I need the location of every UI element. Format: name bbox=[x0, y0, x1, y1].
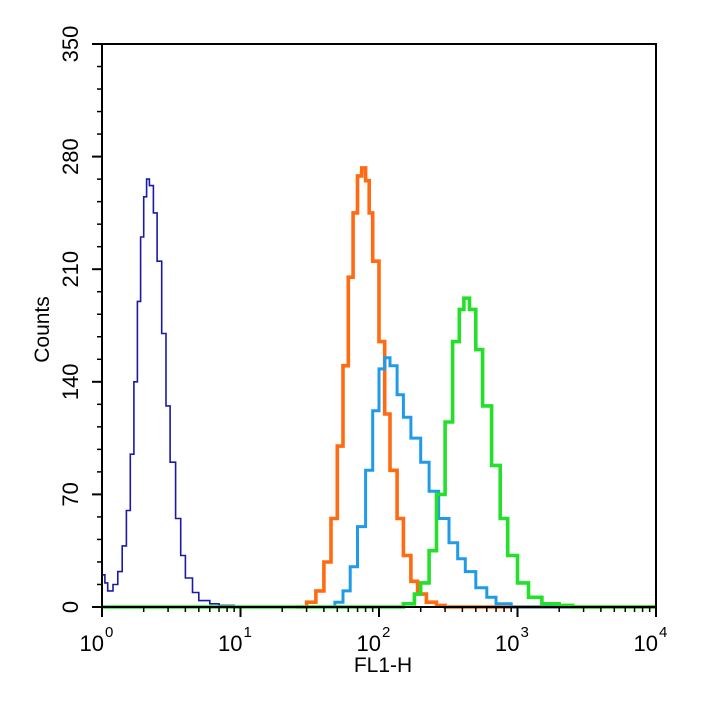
series-line-2 bbox=[295, 166, 656, 609]
y-tick-label: 70 bbox=[58, 482, 83, 506]
x-axis: 10 0 10 1 10 2 10 3 10 4 bbox=[80, 607, 667, 656]
y-tick-label: 0 bbox=[58, 601, 83, 613]
x-axis-title: FL1-H bbox=[354, 654, 412, 677]
y-tick-label: 210 bbox=[58, 251, 83, 288]
series-line-4 bbox=[102, 296, 656, 609]
x-tick-exponent: 3 bbox=[521, 624, 529, 641]
x-tick-label: 10 bbox=[634, 631, 658, 656]
y-tick-label: 350 bbox=[58, 26, 83, 63]
x-tick-exponent: 1 bbox=[244, 624, 252, 641]
series-line-3 bbox=[323, 356, 656, 609]
y-axis-title: Counts bbox=[31, 296, 54, 363]
y-tick-label: 140 bbox=[58, 363, 83, 400]
y-axis: 0 70 140 210 280 350 bbox=[58, 26, 102, 613]
series-line-1 bbox=[102, 178, 656, 608]
x-tick-exponent: 4 bbox=[659, 624, 667, 641]
x-tick-exponent: 2 bbox=[382, 624, 390, 641]
x-tick-label: 10 bbox=[80, 631, 104, 656]
series-layer bbox=[102, 166, 656, 609]
y-tick-label: 280 bbox=[58, 138, 83, 175]
x-tick-exponent: 0 bbox=[105, 624, 113, 641]
x-tick-label: 10 bbox=[218, 631, 242, 656]
x-tick-label: 10 bbox=[357, 631, 381, 656]
x-tick-label: 10 bbox=[495, 631, 519, 656]
